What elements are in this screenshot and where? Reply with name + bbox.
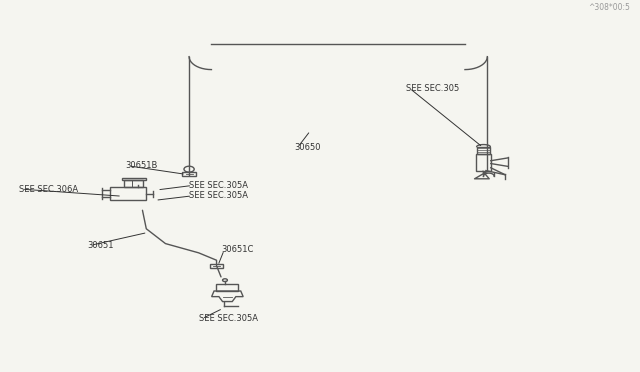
Text: 30651: 30651: [87, 241, 113, 250]
Text: ^308*00:5: ^308*00:5: [588, 3, 630, 12]
Text: SEE SEC.305A: SEE SEC.305A: [189, 181, 248, 190]
Text: 30651B: 30651B: [125, 161, 157, 170]
Text: 30651C: 30651C: [221, 246, 253, 254]
Text: SEE SEC.306A: SEE SEC.306A: [19, 185, 77, 194]
Text: SEE SEC.305: SEE SEC.305: [406, 84, 460, 93]
Text: SEE SEC.305A: SEE SEC.305A: [198, 314, 258, 323]
Text: SEE SEC.305A: SEE SEC.305A: [189, 191, 248, 201]
Text: 30650: 30650: [294, 143, 321, 152]
